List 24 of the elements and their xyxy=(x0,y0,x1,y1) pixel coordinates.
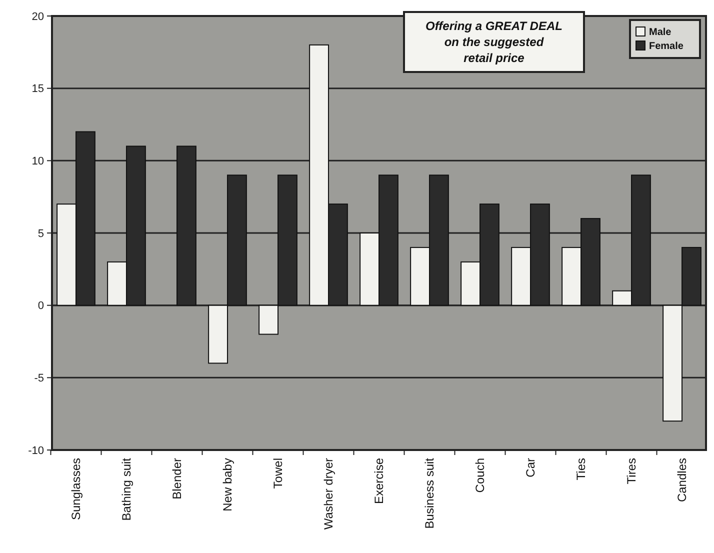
x-tick-label: Business suit xyxy=(422,457,436,529)
x-tick-label: Blender xyxy=(170,458,184,500)
x-tick-label: Towel xyxy=(270,458,285,489)
text-box: Offering a GREAT DEAL on the suggested retail price xyxy=(403,11,585,73)
y-tick-label: 5 xyxy=(38,228,44,240)
x-tick-label: New baby xyxy=(220,458,234,512)
x-tick-label: Bathing suit xyxy=(119,457,134,521)
y-tick-label: 20 xyxy=(32,10,44,23)
y-tick-label: -10 xyxy=(28,444,44,457)
y-tick-label: -5 xyxy=(34,372,44,385)
x-tick-label: Car xyxy=(524,458,538,478)
legend-label: Female xyxy=(649,41,684,52)
x-tick-label: Tires xyxy=(624,458,639,484)
y-tick-label: 0 xyxy=(38,300,44,312)
legend-label: Male xyxy=(649,27,672,38)
x-tick-label: Washer dryer xyxy=(322,458,336,530)
x-tick-label: Candles xyxy=(675,458,690,502)
y-tick-label: 10 xyxy=(32,156,44,168)
y-tick-label: 15 xyxy=(32,83,44,96)
x-tick-label: Sunglasses xyxy=(68,458,83,520)
x-tick-label: Ties xyxy=(574,458,588,480)
annotation: Offering a GREAT DEAL on the suggested retail price xyxy=(426,19,562,65)
x-tick-label: Couch xyxy=(473,458,488,493)
x-tick-label: Exercise xyxy=(372,458,386,504)
